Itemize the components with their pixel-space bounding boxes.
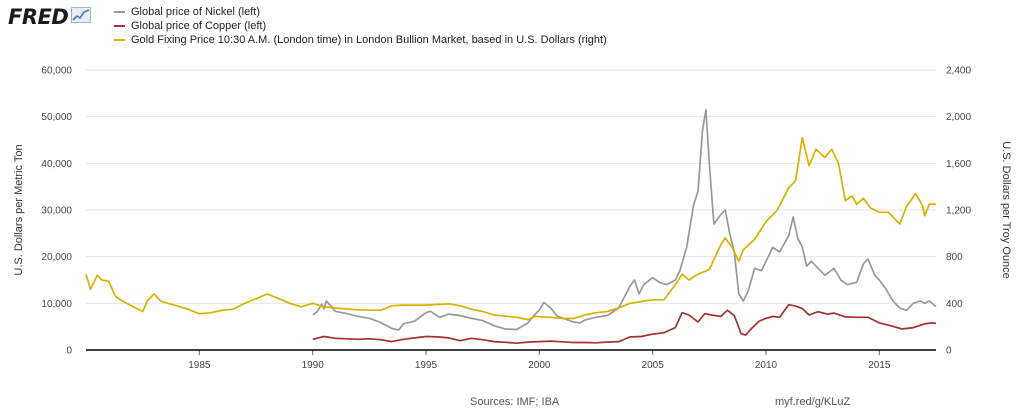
y-tick-label-left: 60,000 (41, 66, 72, 77)
brand-name: FRED (8, 5, 69, 29)
legend: Global price of Nickel (left) Global pri… (114, 5, 607, 48)
legend-swatch-gold (114, 38, 125, 41)
x-tick-label: 2000 (528, 360, 551, 371)
y-tick-label-left: 40,000 (41, 159, 72, 170)
y-tick-label-right: 800 (946, 252, 963, 263)
x-tick-label: 1990 (302, 360, 325, 371)
y-tick-label-right: 1,600 (946, 159, 971, 170)
x-tick-label: 1985 (188, 360, 211, 371)
x-tick-label: 1995 (415, 360, 438, 371)
y-tick-label-right: 1,200 (946, 206, 971, 217)
y-tick-label-left: 30,000 (41, 206, 72, 217)
legend-item-copper[interactable]: Global price of Copper (left) (114, 19, 607, 32)
series-line-copper (312, 303, 937, 345)
y-axis-title-left: U.S. Dollars per Metric Ton (13, 144, 25, 275)
y-tick-label-right: 2,400 (946, 66, 971, 77)
y-tick-label-left: 10,000 (41, 299, 72, 310)
legend-label-copper: Global price of Copper (left) (131, 19, 267, 32)
legend-swatch-copper (114, 24, 125, 27)
legend-item-nickel[interactable]: Global price of Nickel (left) (114, 5, 607, 18)
y-tick-label-left: 20,000 (41, 252, 72, 263)
short-link[interactable]: myf.red/g/KLuZ (775, 396, 851, 408)
series-line-gold (85, 136, 936, 321)
series-line-nickel (312, 108, 937, 331)
y-tick-label-left: 50,000 (41, 112, 72, 123)
y-axis-title-right: U.S. Dollars per Troy Ounce (1000, 141, 1012, 279)
y-tick-label-right: 2,000 (946, 112, 971, 123)
y-tick-label-right: 400 (946, 299, 963, 310)
sources-text: Sources: IMF; IBA (470, 396, 560, 408)
y-tick-label-right: 0 (946, 346, 952, 357)
legend-item-gold[interactable]: Gold Fixing Price 10:30 A.M. (London tim… (114, 33, 607, 46)
legend-label-nickel: Global price of Nickel (left) (131, 5, 260, 18)
x-tick-label: 2010 (755, 360, 778, 371)
x-tick-label: 2005 (642, 360, 665, 371)
legend-label-gold: Gold Fixing Price 10:30 A.M. (London tim… (131, 33, 607, 46)
legend-swatch-nickel (114, 10, 125, 13)
y-tick-label-left: 0 (66, 346, 72, 357)
fred-chart-logo-icon (71, 6, 92, 28)
fred-logo[interactable]: FRED (8, 4, 92, 30)
x-tick-label: 2015 (868, 360, 891, 371)
